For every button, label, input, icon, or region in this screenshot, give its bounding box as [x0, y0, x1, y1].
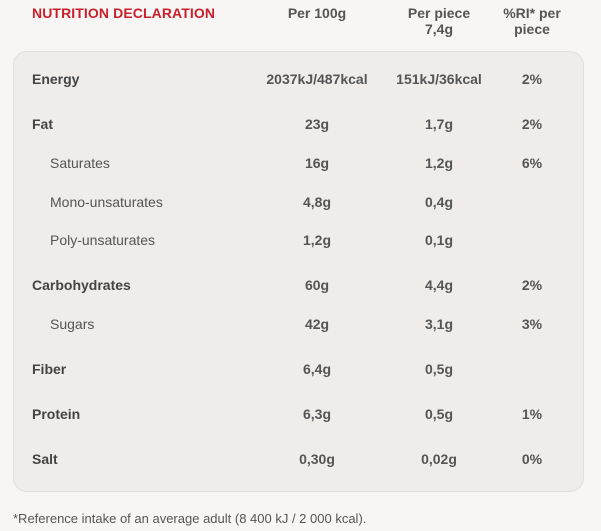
- table-row-sugars: Sugars 42g 3,1g 3%: [0, 314, 601, 334]
- ri-value: 2%: [521, 277, 543, 293]
- table-row-poly-unsaturates: Poly-unsaturates 1,2g 0,1g: [0, 230, 601, 250]
- nutrient-name: Protein: [32, 406, 81, 422]
- column-header-per-100g: Per 100g: [258, 5, 376, 21]
- per-piece-value: 0,02g: [421, 451, 457, 467]
- per-100g-value: 42g: [304, 316, 330, 332]
- per-100g-value: 6,3g: [302, 406, 331, 422]
- column-header-ri-line2: piece: [514, 21, 550, 37]
- table-row-saturates: Saturates 16g 1,2g 6%: [0, 153, 601, 173]
- ri-value: 6%: [521, 155, 543, 171]
- column-header-per-piece: Per piece 7,4g: [382, 5, 496, 37]
- per-piece-value: 0,1g: [424, 232, 453, 248]
- nutrient-name: Sugars: [50, 316, 95, 332]
- table-header: NUTRITION DECLARATION Per 100g Per piece…: [0, 0, 601, 50]
- per-100g-value: 16g: [304, 155, 330, 171]
- column-header-per-piece-label: Per piece: [407, 5, 471, 21]
- ri-value: 3%: [521, 316, 543, 332]
- nutrient-name: Fat: [32, 116, 53, 132]
- ri-value: 0%: [521, 451, 543, 467]
- nutrient-name: Carbohydrates: [32, 277, 131, 293]
- per-100g-value: 60g: [304, 277, 330, 293]
- per-piece-value: 0,5g: [424, 406, 453, 422]
- nutrient-name: Fiber: [32, 361, 67, 377]
- nutrient-name: Salt: [32, 451, 58, 467]
- table-row-carbohydrates: Carbohydrates 60g 4,4g 2%: [0, 275, 601, 295]
- column-header-per-piece-weight: 7,4g: [424, 21, 453, 37]
- table-row-salt: Salt 0,30g 0,02g 0%: [0, 449, 601, 469]
- per-piece-value: 0,4g: [424, 194, 453, 210]
- per-piece-value: 1,7g: [424, 116, 453, 132]
- table-row-fiber: Fiber 6,4g 0,5g: [0, 359, 601, 379]
- table-row-fat: Fat 23g 1,7g 2%: [0, 114, 601, 134]
- ri-value: 2%: [521, 116, 543, 132]
- nutrient-name: Energy: [32, 71, 80, 87]
- column-header-per-100g-label: Per 100g: [287, 5, 347, 21]
- per-100g-value: 0,30g: [299, 451, 335, 467]
- per-piece-value: 0,5g: [424, 361, 453, 377]
- nutrition-declaration-title: NUTRITION DECLARATION: [32, 5, 216, 21]
- nutrient-name: Saturates: [50, 155, 110, 171]
- column-header-ri: %RI* per piece: [492, 5, 572, 37]
- per-piece-value: 151kJ/36kcal: [396, 71, 482, 87]
- reference-intake-footnote: *Reference intake of an average adult (8…: [13, 511, 367, 526]
- ri-value: 2%: [521, 71, 543, 87]
- per-piece-value: 3,1g: [424, 316, 453, 332]
- table-row-energy: Energy 2037kJ/487kcal 151kJ/36kcal 2%: [0, 69, 601, 89]
- per-100g-value: 6,4g: [302, 361, 331, 377]
- per-piece-value: 1,2g: [424, 155, 453, 171]
- per-100g-value: 1,2g: [302, 232, 331, 248]
- table-row-protein: Protein 6,3g 0,5g 1%: [0, 404, 601, 424]
- ri-value: 1%: [521, 406, 543, 422]
- per-100g-value: 2037kJ/487kcal: [266, 71, 368, 87]
- nutrient-name: Mono-unsaturates: [50, 194, 163, 210]
- nutrition-table-panel: [13, 51, 584, 492]
- column-header-ri-line1: %RI* per: [503, 5, 561, 21]
- per-100g-value: 4,8g: [302, 194, 331, 210]
- nutrient-name: Poly-unsaturates: [50, 232, 156, 248]
- per-100g-value: 23g: [304, 116, 330, 132]
- table-row-mono-unsaturates: Mono-unsaturates 4,8g 0,4g: [0, 192, 601, 212]
- per-piece-value: 4,4g: [424, 277, 453, 293]
